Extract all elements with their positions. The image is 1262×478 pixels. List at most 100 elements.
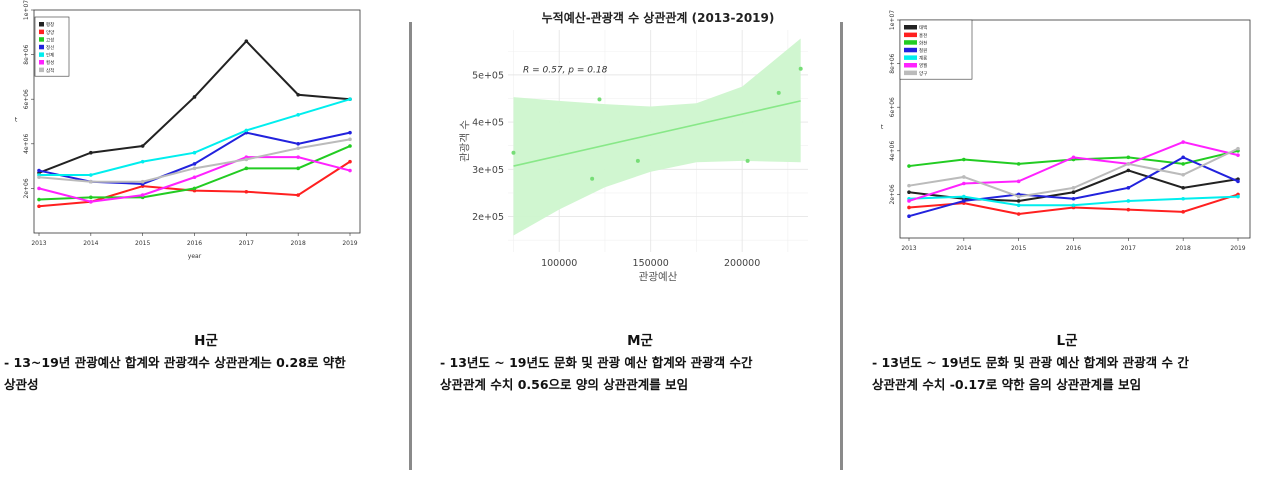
h-legend-swatch xyxy=(39,52,44,57)
l-series-point xyxy=(962,175,966,179)
h-legend-swatch xyxy=(39,44,44,50)
l-y-tick-label: 4e+06 xyxy=(889,141,896,161)
l-series-point xyxy=(1071,190,1076,195)
l-series-point xyxy=(1126,207,1131,212)
l-y-tick-label: 2e+06 xyxy=(889,184,896,204)
l-series-point xyxy=(1016,199,1021,203)
m-y-tick-label: 5e+05 xyxy=(472,70,504,81)
l-series-point xyxy=(1016,203,1021,208)
h-series-point xyxy=(296,146,300,151)
h-series-point xyxy=(89,195,93,200)
h-series-point xyxy=(296,92,300,97)
l-series-point xyxy=(1016,212,1021,216)
l-series-point xyxy=(907,164,911,168)
l-x-tick-label: 2013 xyxy=(901,245,916,252)
h-series-point xyxy=(37,204,41,209)
m-x-tick-label: 100000 xyxy=(541,258,577,269)
l-legend-swatch xyxy=(904,32,917,38)
m-x-tick-label: 200000 xyxy=(724,258,760,269)
h-legend-label: 횡성 xyxy=(46,59,54,66)
h-series-point xyxy=(296,155,300,159)
l-series-point xyxy=(1016,179,1021,184)
h-legend-swatch xyxy=(39,29,44,35)
divider-right xyxy=(840,22,843,470)
l-series-point xyxy=(907,190,911,195)
m-x-tick-label: 150000 xyxy=(633,258,669,269)
h-x-axis-label: year xyxy=(188,253,202,260)
m-scatter-point xyxy=(511,150,516,155)
l-group-caption-line2: 상관관계 수치 -0.17로 약한 음의 상관관계를 보임 xyxy=(872,377,1142,392)
l-series-point xyxy=(907,183,911,188)
l-series-point xyxy=(1181,186,1185,190)
l-series-point xyxy=(1126,168,1131,173)
l-series-point xyxy=(1071,186,1076,190)
l-series-point xyxy=(1181,196,1185,201)
h-y-tick-label: 1e+07 xyxy=(23,0,30,20)
h-series-point xyxy=(37,168,41,173)
h-legend-swatch xyxy=(39,67,44,73)
h-series-point xyxy=(89,199,93,204)
l-legend-swatch xyxy=(904,47,917,53)
m-group-caption-line1: - 13년도 ~ 19년도 문화 및 관광 예산 합계와 관광객 수간 xyxy=(440,355,753,370)
h-series-point xyxy=(348,130,352,135)
h-series-point xyxy=(192,166,197,171)
m-correlation-annotation: R = 0.57, p = 0.18 xyxy=(523,66,608,76)
l-series-point xyxy=(1126,186,1131,190)
h-y-tick-label: 6e+06 xyxy=(23,89,30,109)
m-y-tick-label: 3e+05 xyxy=(472,165,504,176)
l-y-tick-label: 8e+06 xyxy=(889,53,896,73)
l-series-point xyxy=(1071,203,1076,208)
l-group-caption: L군 - 13년도 ~ 19년도 문화 및 관광 예산 합계와 관광객 수 간 … xyxy=(872,330,1262,396)
l-series-point xyxy=(1236,153,1240,157)
h-series-point xyxy=(296,193,300,197)
h-series-point xyxy=(244,166,249,171)
h-series-point xyxy=(192,186,197,191)
h-x-tick-label: 2017 xyxy=(239,240,254,247)
h-legend-swatch xyxy=(39,37,44,42)
h-legend-label: 양양 xyxy=(46,29,54,36)
m-y-tick-label: 4e+05 xyxy=(472,118,504,129)
h-series-point xyxy=(348,159,352,164)
h-series-point xyxy=(140,144,145,148)
l-series-point xyxy=(1126,162,1131,166)
l-x-tick-label: 2014 xyxy=(956,245,971,252)
h-series-point xyxy=(37,175,41,180)
l-group-line-chart: 2e+06 4e+06 6e+06 8e+06 1e+07 t 2013 2014 2015 20… xyxy=(881,10,1251,252)
l-series-point xyxy=(962,194,966,199)
h-legend-swatch xyxy=(39,60,44,65)
panel-m-group: 누적예산-관광객 수 상관관계 (2013-2019) 100000 150000 2… xyxy=(414,0,842,478)
l-series-point xyxy=(1016,162,1021,166)
m-scatter-point xyxy=(745,158,750,163)
l-legend-label: 태백 xyxy=(919,24,927,31)
l-legend-label: 계룡 xyxy=(919,55,927,62)
h-series-point xyxy=(140,179,145,184)
l-legend-label: 양구 xyxy=(919,70,927,77)
m-group-scatter-chart: 누적예산-관광객 수 상관관계 (2013-2019) 100000 150000 2… xyxy=(459,10,808,283)
m-scatter-point xyxy=(635,158,640,163)
l-series-point xyxy=(962,199,966,203)
h-legend-label: 삼척 xyxy=(46,67,54,74)
h-x-tick-label: 2014 xyxy=(83,240,98,247)
l-series-point xyxy=(1016,194,1021,199)
l-series-point xyxy=(1181,162,1185,166)
l-group-caption-line1: - 13년도 ~ 19년도 문화 및 관광 예산 합계와 관광객 수 간 xyxy=(872,355,1189,370)
l-legend-label: 홍천 xyxy=(919,32,927,39)
l-series-point xyxy=(962,181,966,186)
h-series-point xyxy=(348,137,352,142)
h-legend-label: 평창 xyxy=(46,21,54,28)
l-legend-swatch xyxy=(904,70,917,76)
panel-h-group: 2e+06 4e+06 6e+06 8e+06 1e+07 t 2013 2014 2015 20… xyxy=(0,0,408,478)
m-confidence-band xyxy=(513,38,801,236)
h-legend-swatch xyxy=(39,22,44,27)
h-group-caption-line1: - 13~19년 관광예산 합계와 관광객수 상관관계는 0.28로 약한 xyxy=(4,355,346,370)
h-x-tick-label: 2013 xyxy=(31,240,46,247)
m-scatter-point xyxy=(776,90,781,95)
l-legend-swatch xyxy=(904,63,917,68)
l-legend-label: 화천 xyxy=(919,39,927,46)
h-y-tick-label: 4e+06 xyxy=(23,134,30,154)
l-series-point xyxy=(1071,155,1076,160)
l-y-tick-label: 1e+07 xyxy=(889,10,896,30)
l-series-point xyxy=(962,157,966,162)
h-series-point xyxy=(37,186,41,191)
